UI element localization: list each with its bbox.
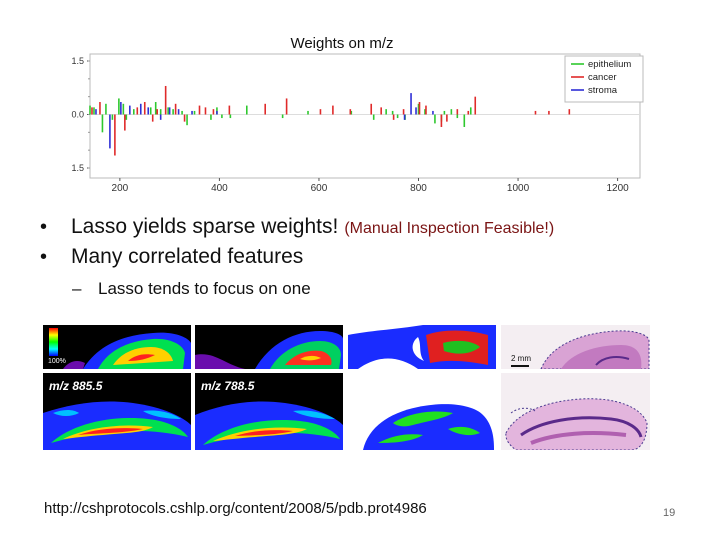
bullet-list: • Lasso yields sparse weights! (Manual In… <box>40 212 700 272</box>
legend-label: epithelium <box>588 59 631 70</box>
ion-heatmap-image <box>195 401 343 450</box>
x-tick-label: 600 <box>311 183 328 194</box>
ion-image-mz-885: m/z 885.5 <box>43 373 191 450</box>
ion-heatmap-image <box>43 401 191 450</box>
y-tick-label: 0.0 <box>71 110 84 120</box>
chart-title: Weights on m/z <box>290 35 393 52</box>
weights-chart: Weights on m/z 1.5 0.0 1.5 200 400 600 800 100… <box>71 35 644 194</box>
ion-image-mz-788: m/z 788.5 <box>195 373 343 450</box>
sub-bullet-text: Lasso tends to focus on one <box>98 279 311 298</box>
chart-legend: epithelium cancer stroma <box>564 55 644 103</box>
bullet-marker: • <box>40 246 48 268</box>
mz-label: m/z 885.5 <box>49 379 103 393</box>
histology-image-top: 2 mm <box>501 325 650 369</box>
bullet-text: Many correlated features <box>71 245 304 268</box>
x-tick-label: 1000 <box>507 183 530 194</box>
ion-heatmap-image <box>63 332 191 369</box>
y-axis: 1.5 0.0 1.5 <box>71 56 90 173</box>
bullet-item: • Lasso yields sparse weights! (Manual In… <box>40 212 700 242</box>
classification-map-bottom <box>348 373 496 450</box>
scale-bar <box>511 365 529 367</box>
bullet-marker: • <box>40 216 48 238</box>
source-url: http://cshprotocols.cshlp.org/content/20… <box>44 500 427 517</box>
ion-image-overview: 100% <box>43 325 191 369</box>
sub-bullet: – Lasso tends to focus on one <box>72 276 311 302</box>
page-number: 19 <box>663 507 676 519</box>
segmentation-image <box>363 404 494 450</box>
histology-image-bottom <box>501 373 650 450</box>
bullet-note: (Manual Inspection Feasible!) <box>344 220 555 237</box>
histology-stain-image <box>505 398 648 450</box>
ion-heatmap-image <box>195 331 343 369</box>
y-tick-label: 1.5 <box>71 163 84 173</box>
segmentation-image <box>348 325 496 369</box>
legend-label: cancer <box>588 72 617 83</box>
x-tick-label: 200 <box>112 183 129 194</box>
classification-map-top <box>348 325 496 369</box>
plot-frame <box>89 53 641 179</box>
y-tick-label: 1.5 <box>71 56 84 66</box>
colorbar <box>49 328 58 356</box>
bullet-main-text: Lasso yields sparse weights! <box>71 215 339 238</box>
ion-image-overview-2 <box>195 325 343 369</box>
sub-bullet-marker: – <box>72 279 82 298</box>
legend-label: stroma <box>588 85 618 96</box>
mz-label: m/z 788.5 <box>201 379 255 393</box>
bar-series <box>89 85 571 156</box>
colorbar-label: 100% <box>48 358 66 365</box>
x-tick-label: 400 <box>211 183 228 194</box>
histology-stain-image <box>540 330 650 369</box>
bullet-text: Lasso yields sparse weights! (Manual Insp… <box>71 212 554 244</box>
x-tick-label: 800 <box>410 183 427 194</box>
bullet-item: • Many correlated features <box>40 242 700 272</box>
tissue-image-montage: 100% 2 mm <box>43 325 650 450</box>
x-axis: 200 400 600 800 1000 1200 <box>112 178 629 194</box>
x-tick-label: 1200 <box>606 183 629 194</box>
scale-label: 2 mm <box>511 354 531 363</box>
